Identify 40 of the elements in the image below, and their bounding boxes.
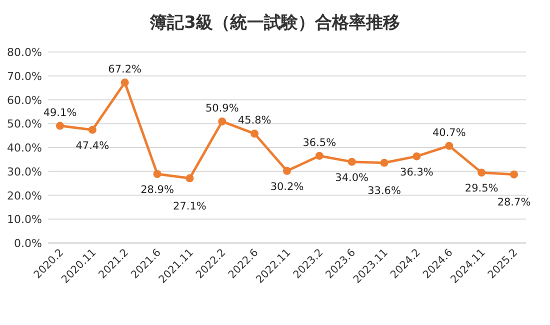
data-label: 34.0% [335, 172, 369, 184]
data-label: 50.9% [205, 102, 239, 114]
point [478, 168, 486, 177]
y-tick-label: 50.0% [7, 118, 42, 131]
data-label: 29.5% [464, 182, 498, 195]
point [348, 158, 356, 166]
data-label: 67.2% [108, 64, 142, 76]
y-tick-label: 40.0% [7, 142, 42, 154]
point [283, 166, 291, 175]
data-label: 33.6% [368, 184, 401, 197]
data-label: 45.8% [238, 114, 272, 127]
point [153, 170, 162, 178]
y-tick-label: 20.0% [7, 189, 42, 202]
point [218, 117, 226, 126]
point [380, 158, 388, 167]
y-tick-label: 0.0% [14, 237, 42, 250]
y-tick-label: 80.0% [7, 46, 42, 59]
point [445, 142, 454, 150]
y-tick-label: 60.0% [7, 94, 42, 107]
data-label: 36.5% [302, 136, 336, 149]
point [510, 170, 518, 178]
data-label: 36.3% [400, 166, 434, 178]
point [186, 174, 194, 182]
point [56, 122, 64, 130]
point [315, 152, 324, 160]
data-label: 30.2% [270, 180, 304, 193]
y-tick-label: 70.0% [7, 70, 42, 83]
point [250, 130, 259, 138]
y-tick-label: 10.0% [7, 213, 42, 226]
point [88, 126, 96, 134]
data-label: 47.4% [76, 140, 110, 152]
point [120, 78, 129, 87]
y-tick-label: 30.0% [7, 165, 42, 178]
data-label: 40.7% [432, 126, 466, 139]
data-label: 27.1% [173, 200, 206, 212]
data-label: 49.1% [43, 106, 77, 119]
data-label: 28.7% [497, 196, 531, 208]
point [412, 152, 421, 160]
chart-title: 簿記3級（統一試験）合格率推移 [149, 13, 400, 33]
data-label: 28.9% [140, 184, 174, 196]
